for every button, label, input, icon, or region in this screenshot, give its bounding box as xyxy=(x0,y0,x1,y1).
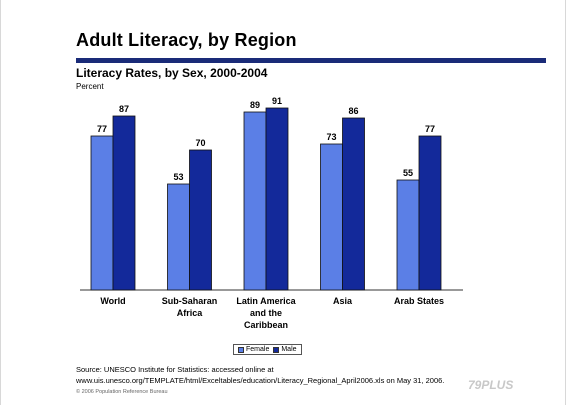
category-label-2-line-0: Latin America xyxy=(236,296,296,306)
category-label-4-line-0: Arab States xyxy=(394,296,444,306)
category-label-0-line-0: World xyxy=(100,296,125,306)
slide-title: Adult Literacy, by Region xyxy=(76,30,297,50)
category-label-2-line-2: Caribbean xyxy=(244,320,288,330)
legend-label-male: Male xyxy=(281,346,297,353)
bar-female-4 xyxy=(396,179,420,291)
data-label-female-0: 77 xyxy=(97,124,107,134)
bar-male-4 xyxy=(418,135,442,291)
category-label-1-line-1: Africa xyxy=(177,308,204,318)
chart-subtitle: Literacy Rates, by Sex, 2000-2004 xyxy=(76,66,268,80)
source-note: Source: UNESCO Institute for Statistics:… xyxy=(76,364,556,386)
bar-male-2 xyxy=(265,107,289,291)
title-rule xyxy=(76,58,546,63)
data-label-female-4: 55 xyxy=(403,168,413,178)
legend-swatch-female xyxy=(238,346,244,353)
bar-female-2 xyxy=(243,111,267,291)
data-label-female-1: 53 xyxy=(173,172,183,182)
bar-female-1 xyxy=(167,183,190,291)
data-label-female-2: 89 xyxy=(250,100,260,110)
copyright-note: © 2006 Population Reference Bureau xyxy=(76,389,168,395)
bar-male-3 xyxy=(342,117,365,291)
data-label-male-3: 86 xyxy=(348,106,358,116)
data-label-male-0: 87 xyxy=(119,104,129,114)
bar-male-1 xyxy=(189,149,212,291)
category-label-2-line-1: and the xyxy=(250,308,282,318)
chart-legend: Female Male xyxy=(233,344,302,355)
data-label-male-1: 70 xyxy=(195,138,205,148)
legend-swatch-male xyxy=(273,346,280,353)
legend-label-female: Female xyxy=(246,346,270,353)
data-label-male-2: 91 xyxy=(272,96,282,106)
data-label-male-4: 77 xyxy=(425,124,435,134)
category-label-1-line-0: Sub-Saharan xyxy=(162,296,218,306)
source-line-1: Source: UNESCO Institute for Statistics:… xyxy=(76,365,274,374)
watermark: 79PLUS xyxy=(468,378,514,392)
bar-male-0 xyxy=(112,115,136,291)
data-label-female-3: 73 xyxy=(326,132,336,142)
y-unit-label: Percent xyxy=(76,82,104,91)
source-line-2: www.uis.unesco.org/TEMPLATE/html/Excelta… xyxy=(76,376,445,385)
bar-female-0 xyxy=(90,135,114,291)
bar-female-3 xyxy=(320,143,343,291)
legend-item-male: Male xyxy=(273,346,297,353)
category-label-3-line-0: Asia xyxy=(333,296,353,306)
legend-item-female: Female xyxy=(238,346,269,353)
